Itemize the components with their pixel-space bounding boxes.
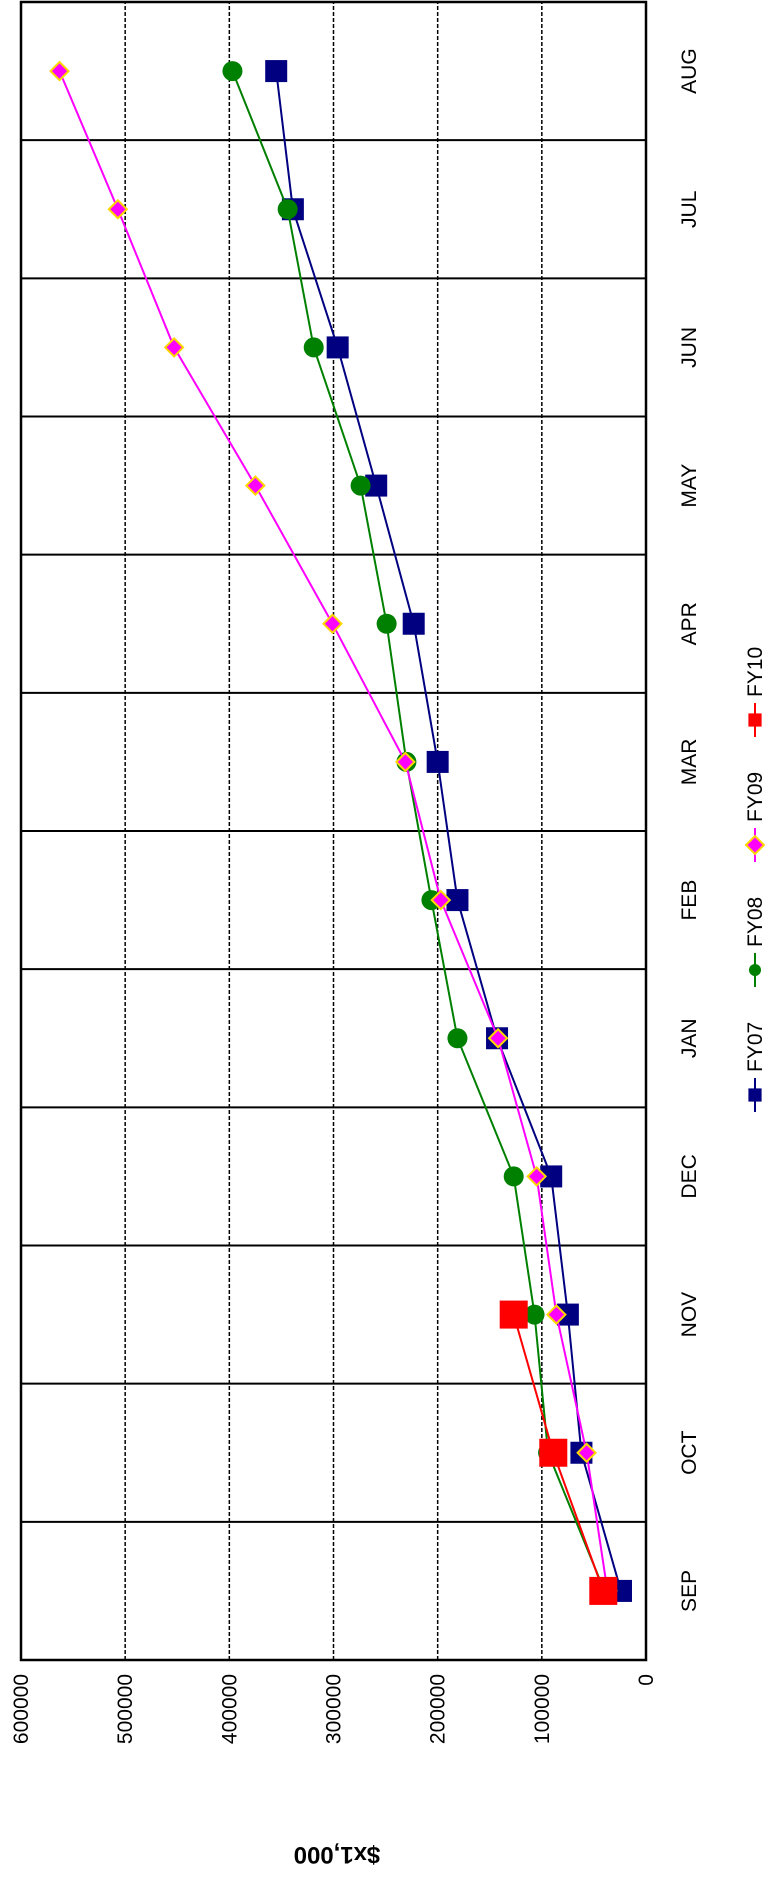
x-tick-label: JAN: [678, 1018, 701, 1058]
y-tick-label: 200000: [427, 1674, 450, 1744]
y-tick-label: 500000: [114, 1674, 137, 1744]
marker: [222, 61, 243, 82]
marker: [322, 613, 343, 635]
x-tick-label: OCT: [678, 1430, 701, 1475]
legend-label: FY10: [744, 647, 767, 697]
marker: [589, 1576, 618, 1605]
legend-label: FY08: [744, 897, 767, 947]
marker: [503, 1166, 524, 1187]
marker: [430, 889, 452, 911]
y-tick-label: 600000: [10, 1674, 33, 1744]
marker: [107, 198, 129, 220]
plot-border: [19, 0, 648, 1662]
marker: [402, 612, 425, 635]
legend-item: FY09: [744, 772, 767, 862]
marker: [350, 475, 371, 496]
legend-label: FY07: [744, 1022, 767, 1072]
x-tick-label: FEB: [678, 880, 701, 921]
y-axis-title: $x1,000: [294, 1841, 381, 1868]
legend-marker: [748, 963, 761, 976]
marker: [426, 750, 449, 773]
x-tick-label: DEC: [678, 1154, 701, 1198]
x-tick-label: APR: [678, 602, 701, 645]
marker: [540, 1165, 563, 1188]
marker: [499, 1300, 528, 1329]
marker: [376, 613, 397, 634]
x-tick-label: MAR: [678, 739, 701, 786]
x-tick-label: MAY: [678, 464, 701, 508]
legend-marker: [748, 713, 762, 727]
y-tick-label: 100000: [531, 1674, 554, 1744]
marker: [576, 1442, 598, 1464]
x-tick-label: JUN: [678, 327, 701, 368]
x-tick-label: JUL: [678, 191, 701, 228]
rotated-chart: $x1,000 0 100000 200000 300000 400000 500000 6…: [10, 0, 767, 1868]
legend-marker: [748, 1088, 762, 1102]
marker: [524, 1304, 545, 1325]
marker: [326, 336, 349, 359]
marker: [446, 889, 469, 912]
legend-label: FY09: [744, 772, 767, 822]
legend-marker: [744, 834, 766, 856]
marker: [556, 1303, 579, 1326]
marker: [526, 1166, 548, 1187]
legend-item: FY10: [744, 647, 767, 737]
marker: [244, 475, 266, 496]
x-tick-label: NOV: [678, 1292, 701, 1338]
series-line: [231, 70, 606, 1592]
legend-item: FY07: [744, 1022, 767, 1112]
marker: [546, 1304, 567, 1325]
marker: [487, 1027, 509, 1049]
marker: [447, 1028, 468, 1049]
x-tick-label: AUG: [678, 48, 701, 94]
marker: [303, 337, 324, 358]
legend-item: FY08: [744, 897, 767, 987]
y-tick-label: 0: [635, 1674, 658, 1686]
marker: [163, 337, 185, 358]
marker: [49, 60, 70, 82]
marker: [277, 199, 298, 220]
marker: [394, 751, 416, 773]
y-tick-label: 300000: [323, 1674, 346, 1744]
marker: [539, 1438, 568, 1467]
series-line: [275, 70, 622, 1592]
marker: [365, 474, 388, 497]
x-tick-label: SEP: [678, 1570, 701, 1612]
series-line: [58, 70, 609, 1592]
marker: [265, 60, 288, 83]
y-tick-label: 400000: [218, 1674, 241, 1744]
